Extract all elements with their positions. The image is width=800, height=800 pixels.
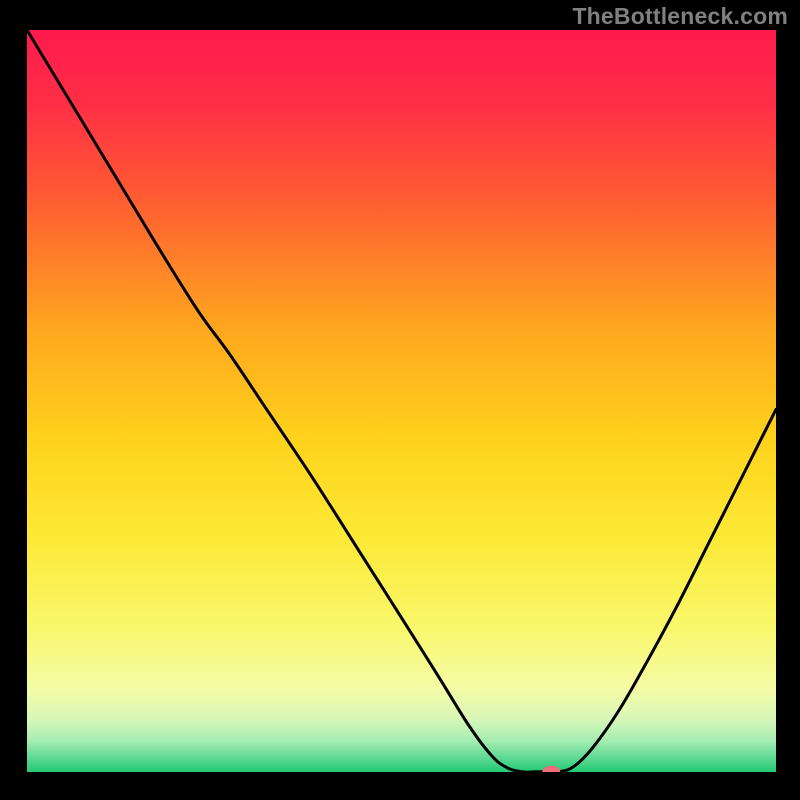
y-axis-line (23, 30, 27, 774)
watermark-text: TheBottleneck.com (572, 3, 788, 30)
gradient-background (27, 30, 776, 774)
x-axis-line (23, 772, 776, 776)
chart-frame: TheBottleneck.com (0, 0, 800, 800)
bottleneck-chart (27, 30, 776, 774)
